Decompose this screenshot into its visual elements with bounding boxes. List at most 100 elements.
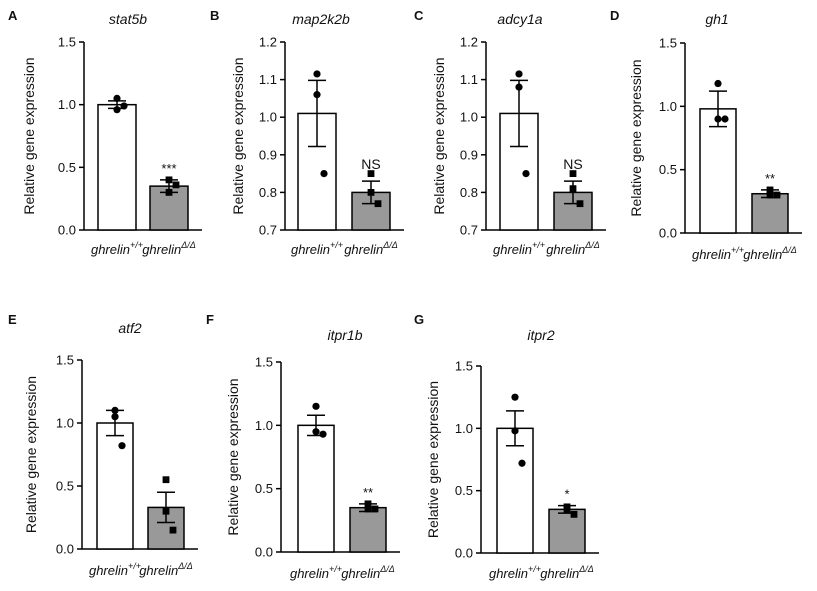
data-point [111,406,119,414]
x-tick-label: ghrelinΔ/Δ [546,240,600,257]
x-tick-label-base: ghrelin [743,247,782,262]
y-tick-label: 1.0 [659,99,677,114]
data-point [522,170,530,178]
x-tick-label-superscript: Δ/Δ [781,245,797,255]
significance-label: * [564,487,569,502]
data-point [113,94,121,102]
data-point [511,427,519,435]
y-axis-label: Relative gene expression [431,57,447,214]
y-tick-label: 1.2 [460,35,478,50]
bar [349,506,387,553]
panel-letter: C [414,8,424,23]
y-tick-label: 0.0 [455,546,473,561]
y-tick-label: 1.0 [259,110,277,125]
x-tick-label-superscript: +/+ [330,240,343,250]
bar [699,108,737,234]
bar [97,103,137,231]
x-tick-label-base: ghrelin [89,563,128,578]
chart-title: itpr1b [327,327,362,343]
x-tick-label-superscript: +/+ [528,564,541,574]
data-point [714,79,722,88]
panel-letter: A [8,8,18,23]
x-tick-label: ghrelin+/+ [291,240,343,257]
y-tick-label: 1.0 [460,110,478,125]
significance-label: ** [363,485,373,500]
data-point [313,91,321,99]
x-tick-label: ghrelinΔ/Δ [341,564,395,581]
x-tick-label: ghrelin+/+ [489,564,541,581]
chart-title: stat5b [109,11,147,27]
x-tick-label: ghrelinΔ/Δ [139,561,193,578]
y-axis-label: Relative gene expression [23,376,39,533]
y-tick-label: 0.0 [255,545,273,560]
chart-title: gh1 [705,11,728,27]
data-point [172,181,180,189]
y-tick-label: 1.2 [259,35,277,50]
data-point [367,189,375,196]
data-point [576,200,584,208]
x-tick-label-base: ghrelin [493,242,532,257]
data-point [312,428,320,436]
y-tick-label: 0.5 [659,162,677,177]
panel-letter: G [414,312,424,327]
chart-title: atf2 [118,320,142,336]
y-tick-label: 1.5 [455,359,473,374]
data-point [113,106,121,114]
y-tick-label: 0.7 [259,223,277,238]
y-tick-label: 0.9 [460,147,478,162]
y-tick-label: 1.0 [455,421,473,436]
x-tick-label-superscript: Δ/Δ [177,561,193,571]
data-point [570,510,578,518]
x-tick-label-base: ghrelin [540,566,579,581]
y-tick-label: 0.0 [659,226,677,241]
x-tick-label: ghrelin+/+ [692,245,744,262]
chart-title: map2k2b [292,11,350,27]
y-tick-label: 0.5 [58,160,76,175]
chart-title: itpr2 [527,327,554,343]
y-tick-label: 1.0 [58,97,76,112]
data-point [364,500,372,508]
x-tick-label-superscript: +/+ [329,564,342,574]
y-tick-label: 0.8 [460,185,478,200]
data-point [120,102,128,110]
x-tick-label-superscript: Δ/Δ [379,564,395,574]
y-tick-label: 1.5 [255,355,273,370]
data-point [371,505,379,513]
data-point [312,402,320,410]
data-point [714,115,722,123]
data-point [766,191,774,199]
significance-label: * [163,473,168,488]
y-tick-label: 0.9 [259,147,277,162]
data-point [165,176,173,184]
x-tick-label-base: ghrelin [692,247,731,262]
data-point [569,170,577,177]
y-tick-label: 0.7 [460,223,478,238]
y-tick-label: 1.5 [56,353,74,368]
panel-letter: D [610,8,619,23]
data-point [773,191,781,199]
panel-letter: F [206,312,214,327]
y-tick-label: 0.8 [259,185,277,200]
x-tick-label-superscript: Δ/Δ [180,240,196,250]
bar [297,424,335,553]
x-tick-label-superscript: Δ/Δ [382,240,398,250]
x-tick-label: ghrelinΔ/Δ [344,240,398,257]
x-tick-label-base: ghrelin [291,242,330,257]
y-axis-label: Relative gene expression [230,57,246,214]
data-point [721,115,729,123]
data-point [518,459,526,467]
data-point [515,83,523,91]
panel-letter: B [210,8,219,23]
x-tick-label: ghrelinΔ/Δ [142,240,196,257]
y-axis-label: Relative gene expression [628,59,644,216]
data-point [111,413,119,421]
y-axis-label: Relative gene expression [425,381,441,538]
x-tick-label-base: ghrelin [344,242,383,257]
x-tick-label: ghrelin+/+ [91,240,143,257]
